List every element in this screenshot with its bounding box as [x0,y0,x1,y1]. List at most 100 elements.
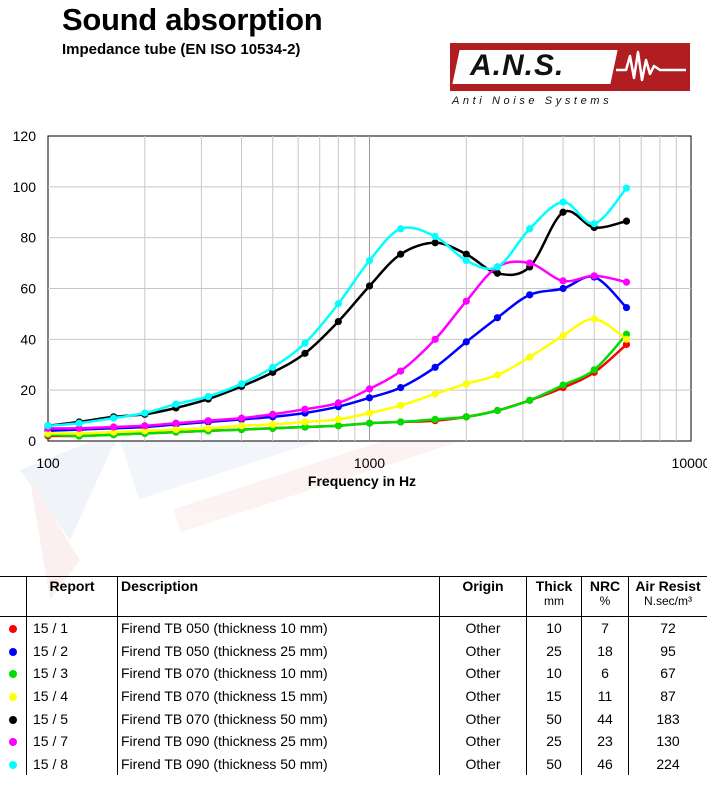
y-tick-label: 20 [20,382,36,398]
data-point [462,250,470,258]
row-nrc: 44 [581,707,629,730]
row-description: Firend TB 070 (thickness 10 mm) [117,662,440,685]
table-row: 15 / 7 Firend TB 090 (thickness 25 mm) Oth… [0,729,707,753]
data-point [269,420,277,429]
data-point [365,282,374,290]
data-point [622,340,631,349]
row-color-marker [0,640,27,663]
y-tick-label: 0 [28,433,36,449]
chart-series [44,184,631,440]
thick-unit: mm [544,594,564,608]
row-nrc: 46 [581,752,629,776]
data-point [237,422,246,430]
row-air-resist: 183 [628,707,707,730]
data-point [301,418,309,426]
data-point [365,409,374,417]
data-point [622,303,631,312]
data-point [493,314,502,322]
data-point [397,250,405,258]
row-description: Firend TB 070 (thickness 50 mm) [117,707,440,730]
row-thick: 50 [526,707,582,730]
row-report: 15 / 4 [26,684,118,708]
sound-wave-icon [616,50,686,82]
row-air-resist: 67 [628,662,707,685]
data-point [559,277,567,285]
row-description: Firend TB 090 (thickness 50 mm) [117,752,440,776]
data-point [622,330,631,338]
data-point [431,390,439,398]
row-color-marker [0,707,27,730]
data-point [237,414,246,422]
row-report: 15 / 2 [26,639,118,663]
data-point [365,256,374,265]
data-point [462,297,470,305]
logo-tagline: Anti Noise Systems [452,95,613,107]
data-point [431,232,439,240]
data-point [622,184,631,192]
row-color-marker [0,617,27,640]
row-nrc: 18 [581,639,629,663]
data-point [431,335,439,343]
data-point [334,399,342,407]
data-point [334,415,342,423]
row-origin: Other [439,752,527,776]
data-point [622,278,631,286]
absorption-chart: 0 20 40 60 80 100 120 100 1000 10000 Frequency i… [13,128,707,489]
row-origin: Other [439,729,527,753]
data-point [44,429,52,437]
row-description: Firend TB 090 (thickness 25 mm) [117,729,440,753]
report-table: Report Description Origin Thick mm NRC %… [0,576,707,776]
data-point [204,392,212,401]
row-report: 15 / 3 [26,662,118,685]
row-air-resist: 72 [628,616,707,640]
air-label: Air Resist [635,578,701,594]
row-thick: 50 [526,752,582,776]
data-point [301,339,309,347]
data-point [462,256,470,265]
data-point [172,425,180,434]
data-point [493,269,502,277]
data-point [493,263,502,271]
data-point [462,380,470,388]
row-report: 15 / 8 [26,752,118,776]
data-point [334,422,342,430]
y-tick-label: 100 [13,179,37,195]
x-tick-label: 1000 [354,455,385,471]
thick-label: Thick [535,578,573,594]
row-color-marker [0,730,27,753]
data-point [204,424,212,432]
data-point [493,371,502,379]
data-point [559,284,567,293]
data-point [365,385,374,393]
data-point [462,338,470,346]
legend-dot [9,670,17,679]
data-point [431,239,439,247]
row-report: 15 / 1 [26,616,118,640]
data-point [590,272,598,280]
row-color-marker [0,685,27,708]
row-description: Firend TB 050 (thickness 25 mm) [117,639,440,663]
data-point [75,429,83,437]
y-tick-label: 40 [20,331,36,347]
data-point [559,331,567,340]
ans-logo: A.N.S. Anti Noise Systems [446,43,692,113]
data-point [334,317,342,326]
row-origin: Other [439,639,527,663]
data-point [526,291,534,299]
data-point [397,401,405,410]
row-report: 15 / 7 [26,729,118,753]
legend-dot [9,693,17,702]
row-nrc: 11 [581,684,629,708]
row-thick: 25 [526,729,582,753]
row-air-resist: 224 [628,752,707,776]
data-point [397,384,405,392]
page-title: Sound absorption [62,2,323,37]
row-color-marker [0,662,27,685]
row-thick: 10 [526,616,582,640]
nrc-unit: % [599,594,611,608]
data-point [75,424,83,432]
series-7 [44,184,631,430]
row-nrc: 6 [581,662,629,685]
row-origin: Other [439,684,527,708]
table-row: 15 / 4 Firend TB 070 (thickness 15 mm) Oth… [0,684,707,708]
